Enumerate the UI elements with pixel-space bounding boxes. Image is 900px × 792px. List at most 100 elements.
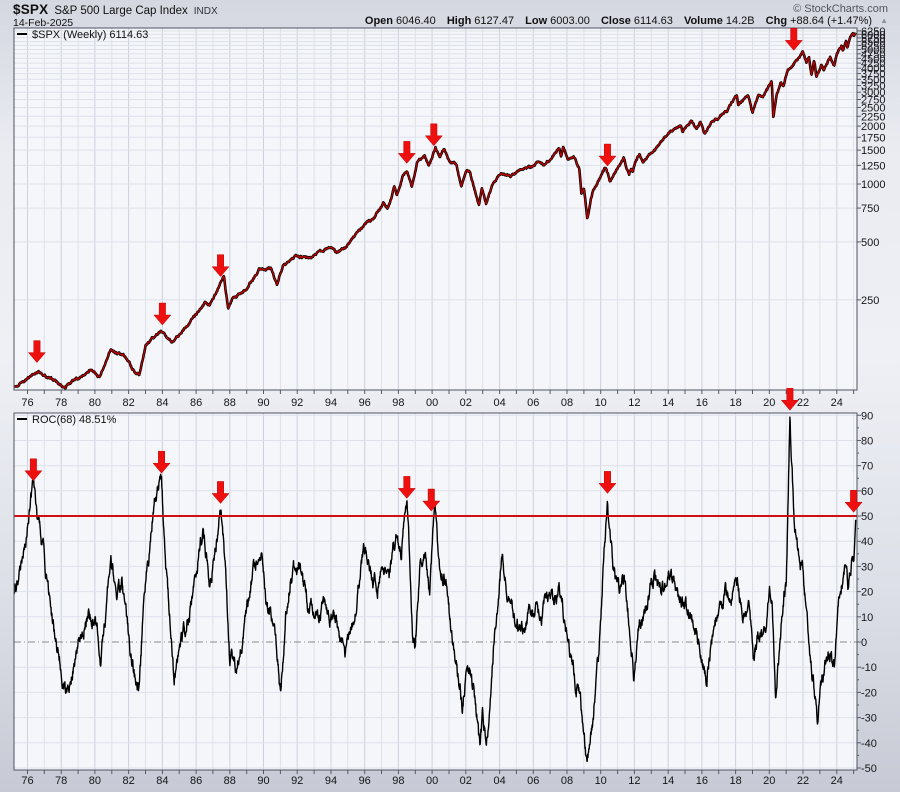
price-ytick-label: 2000 — [861, 121, 885, 133]
year-label-mid: 82 — [122, 397, 134, 409]
signal-arrow-icon — [598, 471, 617, 494]
year-label-mid: 88 — [224, 397, 236, 409]
roc-series-swatch-icon — [17, 417, 27, 420]
year-label-bottom: 76 — [21, 775, 33, 787]
year-label-bottom: 88 — [224, 775, 236, 787]
price-ytick-label: 2750 — [861, 95, 885, 107]
year-label-bottom: 00 — [426, 775, 438, 787]
roc-legend: ROC(68) 48.51% — [17, 414, 116, 426]
price-ytick-label: 1750 — [861, 132, 885, 144]
price-ytick-label: 250 — [861, 295, 879, 307]
year-label-bottom: 10 — [595, 775, 607, 787]
signal-arrow-icon — [844, 490, 863, 513]
open-value: 6046.40 — [396, 15, 436, 27]
price-ytick-label: 2250 — [861, 111, 885, 123]
close-value: 6114.63 — [633, 15, 673, 27]
roc-ytick-label: 70 — [861, 461, 873, 473]
year-label-mid: 84 — [156, 397, 168, 409]
year-label-bottom: 90 — [257, 775, 269, 787]
price-panel-border — [13, 27, 858, 391]
signal-arrow-icon — [27, 340, 46, 363]
roc-ytick-label: -10 — [861, 662, 877, 674]
signal-arrow-icon — [211, 254, 230, 278]
price-ytick-label: 4500 — [861, 53, 885, 65]
price-ytick-label: 6250 — [861, 26, 885, 38]
price-legend: $SPX (Weekly) 6114.63 — [17, 29, 148, 41]
price-line-inner — [14, 32, 857, 389]
high-label: High — [446, 15, 472, 27]
price-ytick-label: 4250 — [861, 58, 885, 70]
signal-arrow-icon — [211, 481, 230, 504]
year-label-mid: 22 — [797, 397, 809, 409]
year-label-mid: 08 — [561, 397, 573, 409]
roc-ytick-label: -30 — [861, 713, 877, 725]
roc-legend-text: ROC(68) 48.51% — [32, 414, 117, 426]
year-label-mid: 24 — [831, 397, 843, 409]
year-label-bottom: 80 — [89, 775, 101, 787]
price-ytick-label: 1500 — [861, 145, 885, 157]
quote-row: Open 6046.40 High 6127.47 Low 6003.00 Close… — [365, 15, 888, 27]
price-legend-text: $SPX (Weekly) 6114.63 — [32, 29, 149, 41]
price-ytick-label: 6000 — [861, 29, 885, 41]
open-label: Open — [364, 15, 394, 27]
symbol-label: $SPX — [13, 2, 49, 17]
year-label-mid: 78 — [55, 397, 67, 409]
year-label-mid: 90 — [257, 397, 269, 409]
title-row: $SPX S&P 500 Large Cap Index INDX — [13, 1, 218, 19]
year-label-mid: 86 — [190, 397, 202, 409]
volume-label: Volume — [683, 15, 723, 27]
roc-ytick-label: 60 — [861, 486, 873, 498]
price-ytick-label: 2500 — [861, 103, 885, 115]
low-label: Low — [525, 15, 548, 27]
low-value: 6003.00 — [550, 15, 590, 27]
year-label-bottom: 22 — [797, 775, 809, 787]
price-ytick-label: 4000 — [861, 63, 885, 75]
year-label-bottom: 78 — [55, 775, 67, 787]
price-ytick-label: 1000 — [861, 179, 885, 191]
year-label-bottom: 20 — [763, 775, 775, 787]
signal-arrow-icon — [153, 302, 172, 326]
year-label-bottom: 14 — [662, 775, 674, 787]
year-label-bottom: 96 — [359, 775, 371, 787]
year-label-bottom: 94 — [325, 775, 337, 787]
year-label-bottom: 18 — [729, 775, 741, 787]
price-ytick-label: 3250 — [861, 81, 885, 93]
year-label-mid: 96 — [359, 397, 371, 409]
year-label-bottom: 08 — [561, 775, 573, 787]
year-label-bottom: 16 — [696, 775, 708, 787]
roc-ytick-label: 90 — [861, 410, 873, 422]
close-label: Close — [600, 15, 631, 27]
year-label-mid: 00 — [426, 397, 438, 409]
year-label-mid: 04 — [493, 397, 505, 409]
price-series-swatch-icon — [17, 32, 27, 35]
stockcharts-copyright: © StockCharts.com — [793, 3, 888, 15]
year-label-bottom: 92 — [291, 775, 303, 787]
price-ytick-label: 5250 — [861, 41, 885, 53]
year-label-bottom: 84 — [156, 775, 168, 787]
price-ytick-label: 500 — [861, 237, 879, 249]
year-label-mid: 76 — [21, 397, 33, 409]
year-label-mid: 92 — [291, 397, 303, 409]
price-ytick-label: 3000 — [861, 87, 885, 99]
signal-arrow-icon — [397, 476, 416, 499]
collapse-quote-icon[interactable]: ▲ — [880, 16, 888, 25]
signal-arrow-icon — [24, 458, 43, 482]
roc-ytick-label: 30 — [861, 561, 873, 573]
year-label-mid: 20 — [763, 397, 775, 409]
index-name: S&P 500 Large Cap Index — [54, 5, 188, 17]
exchange-label: INDX — [193, 6, 218, 17]
signal-arrow-icon — [397, 141, 416, 164]
roc-ytick-label: -20 — [861, 687, 877, 699]
year-label-mid: 12 — [628, 397, 640, 409]
roc-ytick-label: -40 — [861, 738, 877, 750]
roc-ytick-label: -50 — [861, 763, 877, 775]
year-label-bottom: 06 — [527, 775, 539, 787]
signal-arrow-icon — [422, 488, 441, 512]
change-value: +88.64 (+1.47%) — [790, 15, 873, 27]
signal-arrow-icon — [784, 28, 803, 51]
price-ytick-label: 5750 — [861, 33, 885, 45]
year-label-mid: 94 — [325, 397, 337, 409]
year-label-mid: 06 — [527, 397, 539, 409]
year-label-bottom: 98 — [392, 775, 404, 787]
